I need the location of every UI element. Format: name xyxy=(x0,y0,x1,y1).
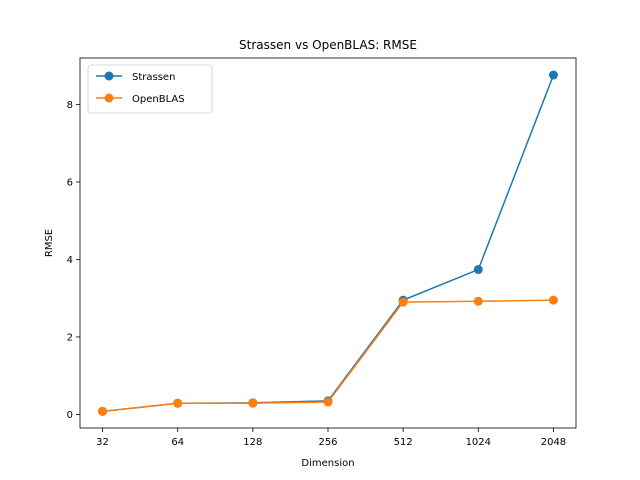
axes-frame xyxy=(79,57,577,429)
x-tick-label: 128 xyxy=(243,437,262,448)
legend-label-openblas: OpenBLAS xyxy=(132,94,185,105)
data-point-strassen xyxy=(548,70,558,80)
y-tick-label: 8 xyxy=(67,100,73,111)
plot-area: 32 64 128 256 512 1024 2048 0 2 4 6 8 xyxy=(67,70,566,448)
data-point-strassen xyxy=(473,265,483,275)
x-axis-label: Dimension xyxy=(301,458,354,469)
data-point-openblas xyxy=(473,296,483,306)
x-tick-label: 64 xyxy=(171,437,184,448)
y-tick-label: 4 xyxy=(67,255,73,266)
x-tick-label: 1024 xyxy=(466,437,491,448)
data-point-openblas xyxy=(323,397,333,407)
data-point-openblas xyxy=(248,398,258,408)
legend: Strassen OpenBLAS xyxy=(87,64,213,114)
y-axis-label: RMSE xyxy=(44,229,55,257)
legend-marker-strassen xyxy=(104,71,114,81)
x-tick-label: 2048 xyxy=(541,437,566,448)
data-point-openblas xyxy=(98,406,108,416)
x-tick-label: 512 xyxy=(394,437,413,448)
chart-title: Strassen vs OpenBLAS: RMSE xyxy=(239,38,417,52)
data-point-openblas xyxy=(548,295,558,305)
legend-label-strassen: Strassen xyxy=(132,72,175,83)
x-tick-label: 256 xyxy=(318,437,337,448)
legend-box xyxy=(87,64,213,114)
data-point-openblas xyxy=(173,398,183,408)
y-tick-label: 6 xyxy=(67,177,73,188)
x-tick-label: 32 xyxy=(96,437,109,448)
y-tick-label: 2 xyxy=(67,332,73,343)
y-tick-label: 0 xyxy=(67,410,73,421)
data-point-openblas xyxy=(398,297,408,307)
legend-marker-openblas xyxy=(104,93,114,103)
